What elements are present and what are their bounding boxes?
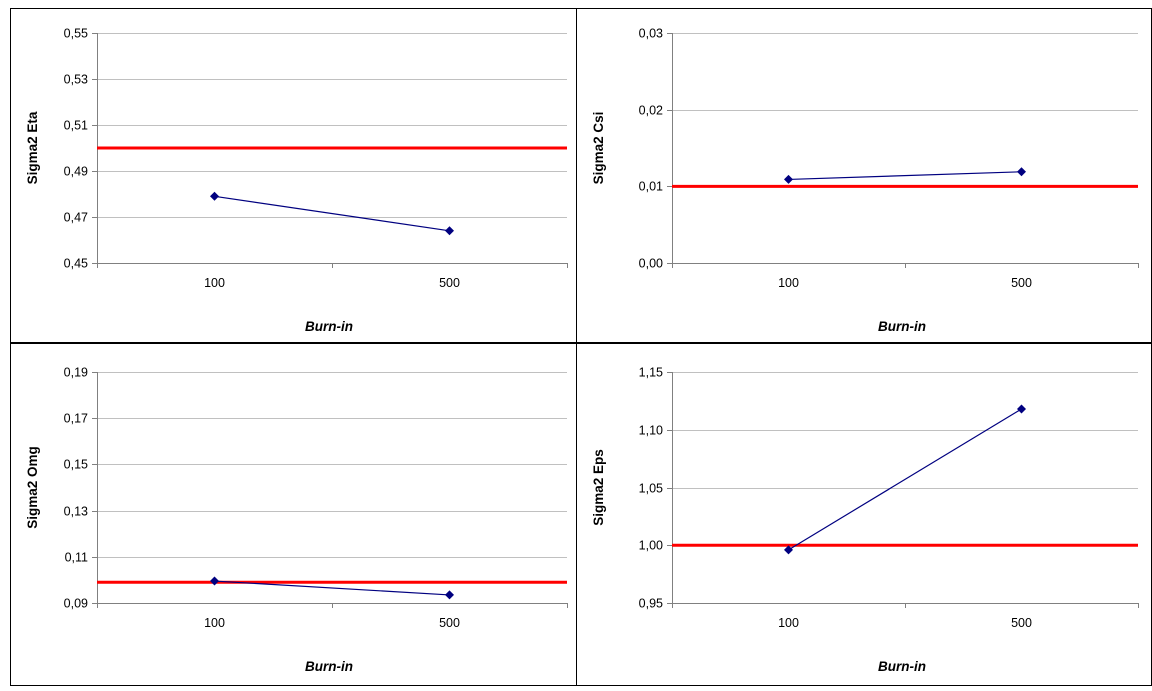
data-point-marker (445, 226, 454, 236)
chart-sigma2-csi: 0,00 0,01 0,02 0,03 100 500 Burn-in Sigma2 Csi (576, 8, 1152, 343)
x-axis-title: Burn-in (878, 659, 926, 674)
panel-frame (10, 343, 577, 686)
y-tick-label: 1,15 (639, 366, 663, 380)
y-axis-title: Sigma2 Eps (591, 449, 606, 526)
data-point-marker (210, 576, 219, 586)
data-point-marker (445, 590, 454, 600)
x-tick-label: 500 (1011, 276, 1032, 290)
y-tick-label: 0,03 (639, 27, 663, 41)
panel-frame (10, 8, 577, 343)
chart-sigma2-eps: 0,95 1,00 1,05 1,10 1,15 100 500 Burn-in Sigma2 … (576, 343, 1152, 686)
y-axis-title: Sigma2 Eta (25, 111, 40, 184)
y-tick-label: 0,11 (65, 551, 88, 565)
y-tick-label: 0,19 (64, 366, 88, 380)
y-axis-title: Sigma2 Csi (591, 112, 606, 185)
y-tick-label: 0,09 (64, 597, 88, 611)
y-tick-label: 0,02 (639, 104, 663, 118)
x-tick-label: 100 (204, 616, 225, 630)
data-point-marker (1017, 167, 1026, 177)
x-axis-title: Burn-in (305, 319, 353, 334)
y-tick-label: 0,53 (64, 73, 88, 87)
y-tick-label: 0,00 (639, 257, 663, 271)
x-axis-title: Burn-in (878, 319, 926, 334)
chart-sigma2-omg: 0,09 0,11 0,13 0,15 0,17 0,19 100 500 Burn-in Sig… (10, 343, 577, 686)
series-line (788, 408, 1022, 551)
x-tick-label: 100 (778, 616, 799, 630)
y-tick-label: 0,51 (64, 119, 88, 133)
y-tick-label: 0,95 (639, 597, 663, 611)
y-tick-label: 0,17 (64, 412, 88, 426)
x-tick-label: 100 (778, 276, 799, 290)
data-point-marker (1017, 404, 1026, 414)
data-point-marker (784, 174, 793, 184)
panel-frame (576, 343, 1152, 686)
data-point-marker (210, 191, 219, 201)
y-tick-label: 1,00 (639, 539, 663, 553)
y-tick-label: 0,55 (64, 27, 88, 41)
panel-frame (576, 8, 1152, 343)
y-tick-label: 0,49 (64, 165, 88, 179)
y-tick-label: 1,10 (639, 424, 663, 438)
x-tick-label: 500 (1011, 616, 1032, 630)
y-tick-label: 0,13 (64, 505, 88, 519)
y-tick-label: 0,01 (639, 180, 663, 194)
y-tick-label: 1,05 (639, 482, 663, 496)
x-axis-title: Burn-in (305, 659, 353, 674)
series-line (214, 580, 450, 596)
y-axis-title: Sigma2 Omg (25, 446, 40, 529)
data-point-marker (784, 545, 793, 555)
x-tick-label: 500 (439, 616, 460, 630)
series-line (214, 195, 450, 232)
y-tick-label: 0,45 (64, 257, 88, 271)
x-tick-label: 500 (439, 276, 460, 290)
chart-sigma2-eta: 0,45 0,47 0,49 0,51 0,53 0,55 100 500 Burn-in Sig… (10, 8, 577, 343)
y-tick-label: 0,15 (64, 458, 88, 472)
y-tick-label: 0,47 (64, 211, 88, 225)
series-line (788, 171, 1022, 181)
x-tick-label: 100 (204, 276, 225, 290)
